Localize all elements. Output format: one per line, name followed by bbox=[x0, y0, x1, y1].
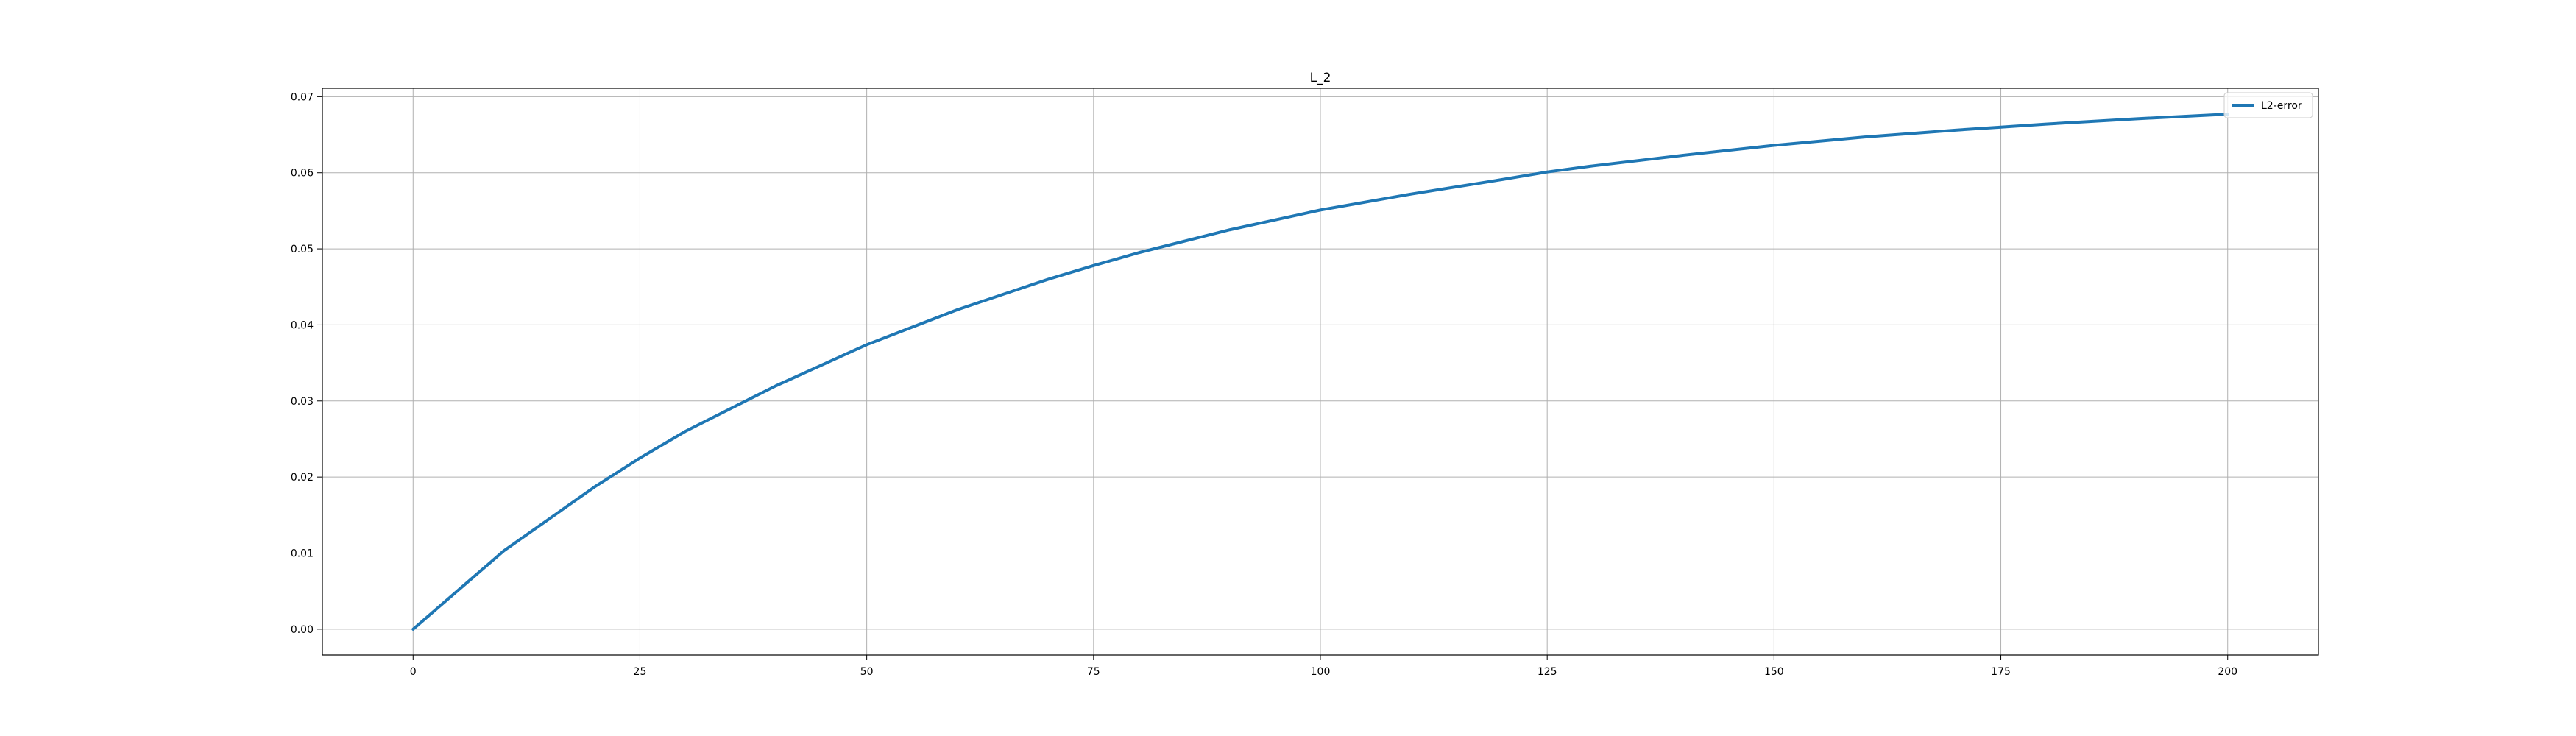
axis-ticks: 0 25 50 75 100 125 150 175 200 0.00 0.01 0.02 0.03 0.… bbox=[291, 91, 2237, 678]
legend: L2-error bbox=[2223, 92, 2313, 118]
y-tick-label: 0.01 bbox=[291, 548, 314, 560]
x-tick-label: 200 bbox=[2218, 666, 2237, 678]
x-tick-label: 50 bbox=[860, 666, 874, 678]
y-tick-label: 0.04 bbox=[291, 319, 314, 331]
x-tick-label: 75 bbox=[1087, 666, 1100, 678]
x-tick-label: 25 bbox=[634, 666, 647, 678]
grid-lines bbox=[322, 88, 2318, 655]
x-tick-label: 100 bbox=[1311, 666, 1331, 678]
series-line-l2-error bbox=[411, 113, 2229, 631]
x-tick-label: 0 bbox=[410, 666, 417, 678]
x-tick-label: 125 bbox=[1538, 666, 1557, 678]
y-tick-label: 0.07 bbox=[291, 91, 314, 103]
x-tick-label: 150 bbox=[1764, 666, 1784, 678]
y-tick-label: 0.05 bbox=[291, 244, 314, 255]
chart-title: L_2 bbox=[1310, 71, 1331, 85]
y-tick-label: 0.00 bbox=[291, 624, 314, 636]
y-tick-label: 0.06 bbox=[291, 168, 314, 180]
y-tick-label: 0.02 bbox=[291, 472, 314, 484]
legend-box bbox=[2223, 92, 2313, 118]
legend-label: L2-error bbox=[2261, 100, 2302, 112]
y-tick-label: 0.03 bbox=[291, 396, 314, 408]
x-tick-label: 175 bbox=[1991, 666, 2011, 678]
series-layer bbox=[411, 113, 2229, 631]
